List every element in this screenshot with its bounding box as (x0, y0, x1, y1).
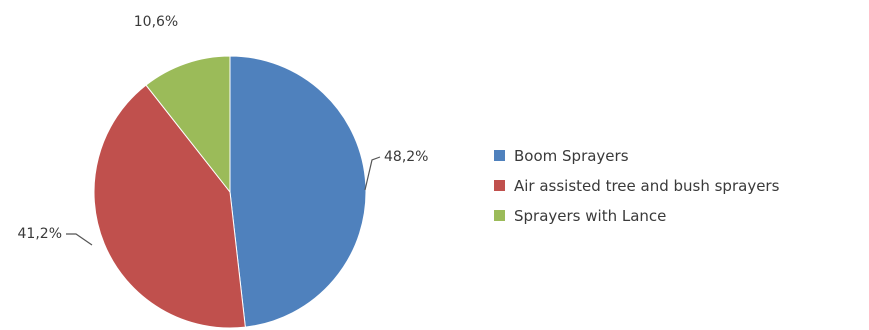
legend: Boom Sprayers Air assisted tree and bush … (494, 147, 780, 225)
legend-swatch-3 (494, 210, 505, 221)
data-label-1: 48,2% (384, 149, 428, 165)
pie-slice-3 (145, 55, 231, 194)
legend-swatch-2 (494, 180, 505, 191)
data-label-2: 41,2% (18, 226, 62, 242)
pie-slice-2 (93, 84, 246, 329)
pie-slices (93, 55, 367, 329)
pie-slice-1 (229, 55, 367, 328)
legend-label-1: Boom Sprayers (514, 147, 629, 165)
data-labels: 48,2% 41,2% 10,6% (18, 14, 428, 246)
legend-swatch-1 (494, 150, 505, 161)
leader-line-1 (364, 156, 381, 191)
legend-label-2: Air assisted tree and bush sprayers (514, 177, 780, 195)
leader-line-2 (66, 233, 93, 246)
legend-label-3: Sprayers with Lance (514, 207, 666, 225)
data-label-3: 10,6% (134, 14, 178, 30)
